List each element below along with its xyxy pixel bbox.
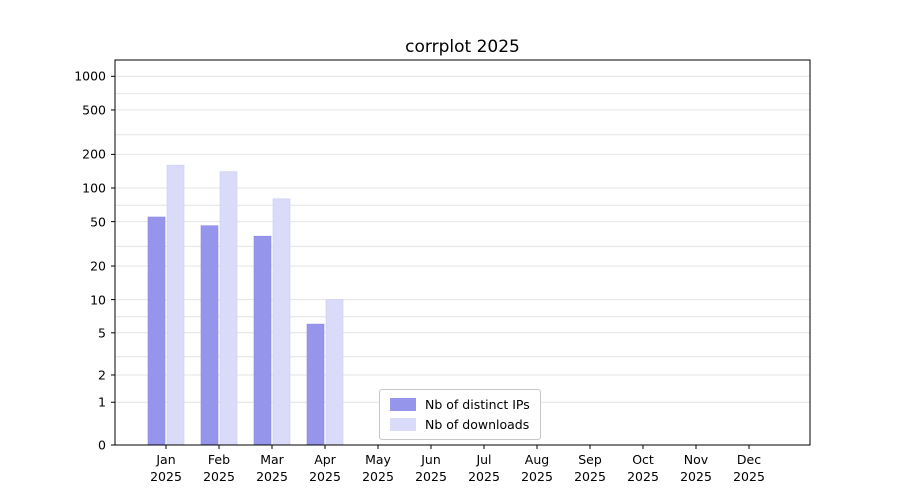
y-tick-label-2: 2 (98, 367, 106, 383)
y-tick-label-20: 20 (90, 258, 106, 274)
bar-nb-of-downloads-mar (272, 198, 291, 446)
x-tick-label-mar: Mar 2025 (256, 452, 288, 484)
bar-nb-of-distinct-ips-mar (253, 235, 272, 446)
legend-label-distinct-ips: Nb of distinct IPs (425, 397, 530, 412)
x-tick-label-may: May 2025 (362, 452, 394, 484)
axis-ticks (111, 75, 750, 449)
bar-nb-of-downloads-apr (325, 299, 344, 446)
chart-title: corrplot 2025 (405, 37, 520, 57)
x-tick-label-dec: Dec 2025 (733, 452, 765, 484)
x-tick-label-jun: Jun 2025 (415, 452, 447, 484)
legend: Nb of distinct IPs Nb of downloads (379, 389, 541, 440)
x-tick-label-feb: Feb 2025 (203, 452, 235, 484)
x-tick-label-jul: Jul 2025 (468, 452, 500, 484)
bar-nb-of-distinct-ips-feb (200, 225, 219, 446)
x-tick-label-aug: Aug 2025 (521, 452, 553, 484)
y-tick-label-0: 0 (98, 437, 106, 453)
y-tick-label-1000: 1000 (74, 68, 106, 84)
y-tick-label-200: 200 (82, 146, 106, 162)
y-tick-label-1: 1 (98, 394, 106, 410)
bar-nb-of-downloads-feb (219, 171, 238, 446)
y-tick-label-100: 100 (82, 180, 106, 196)
plot-border (114, 59, 811, 446)
legend-swatch-downloads (390, 418, 416, 431)
gridlines (115, 75, 810, 403)
bar-nb-of-distinct-ips-jan (147, 216, 166, 446)
bar-nb-of-distinct-ips-apr (306, 323, 325, 446)
bar-nb-of-downloads-jan (166, 164, 185, 446)
y-tick-label-10: 10 (90, 292, 106, 308)
legend-item-downloads: Nb of downloads (390, 417, 530, 432)
x-tick-label-oct: Oct 2025 (627, 452, 659, 484)
x-tick-label-apr: Apr 2025 (309, 452, 341, 484)
bars (147, 164, 344, 446)
x-tick-label-sep: Sep 2025 (574, 452, 606, 484)
y-tick-label-50: 50 (90, 214, 106, 230)
legend-item-distinct-ips: Nb of distinct IPs (390, 397, 530, 412)
legend-label-downloads: Nb of downloads (425, 417, 530, 432)
x-tick-label-nov: Nov 2025 (680, 452, 712, 484)
legend-swatch-distinct-ips (390, 398, 416, 411)
y-tick-label-5: 5 (98, 325, 106, 341)
y-tick-label-500: 500 (82, 102, 106, 118)
x-tick-label-jan: Jan 2025 (150, 452, 182, 484)
